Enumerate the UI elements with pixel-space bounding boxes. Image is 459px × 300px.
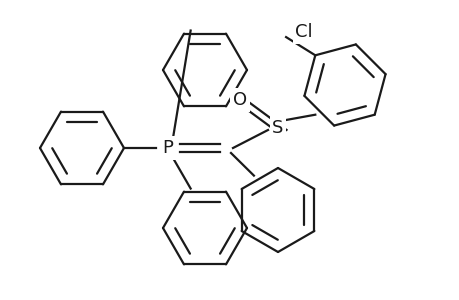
Text: S: S [272,119,283,137]
Text: O: O [232,91,246,109]
Text: P: P [162,139,173,157]
Text: Cl: Cl [295,23,312,41]
